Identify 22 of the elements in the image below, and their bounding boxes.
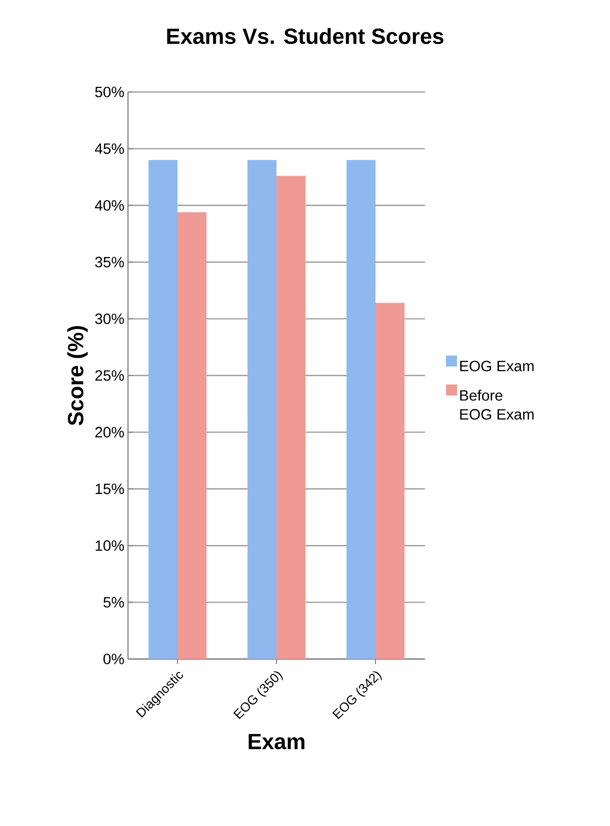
y-tick-label: 35%	[95, 256, 124, 268]
bar	[248, 160, 276, 659]
y-tick-label: 45%	[94, 143, 124, 154]
y-axis-title: Score (%)	[67, 326, 88, 426]
bar	[375, 302, 404, 659]
y-tick-label: 40%	[94, 200, 124, 211]
y-tick-label: 0%	[103, 654, 124, 664]
y-tick-label: 15%	[96, 484, 124, 494]
y-tick-label: 25%	[95, 370, 124, 381]
legend-label: EOG Exam	[460, 360, 534, 372]
y-tick-label: 50%	[95, 86, 124, 98]
chart-title: Exams Vs. Student Scores	[167, 28, 444, 44]
y-tick-label: 5%	[103, 597, 124, 608]
x-axis-title: Exam	[248, 734, 304, 750]
bar	[276, 176, 306, 659]
bar	[178, 212, 206, 659]
y-tick-label: 10%	[96, 540, 124, 551]
bar	[148, 160, 178, 659]
legend-label: Before EOG Exam	[460, 390, 534, 420]
y-tick-label: 20%	[95, 426, 124, 438]
y-tick-label: 30%	[95, 314, 124, 324]
bar	[346, 160, 376, 659]
